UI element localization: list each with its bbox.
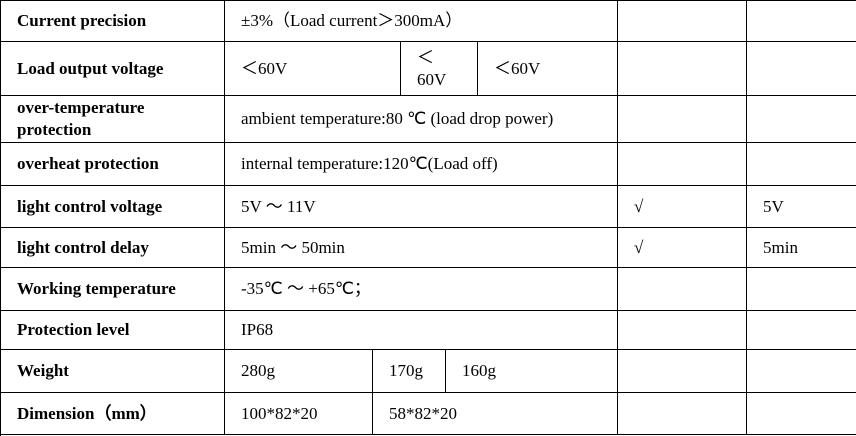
value-cell: √ <box>618 228 747 268</box>
value-cell-text: ±3%（Load current＞300mA） <box>241 11 463 30</box>
empty-cell <box>747 350 856 393</box>
empty-cell <box>618 311 747 350</box>
row-label: Protection level <box>1 311 225 350</box>
value-cell-text: ＜60V <box>241 58 288 78</box>
value-cell-text: 170g <box>389 361 423 380</box>
value-cell-text: 280g <box>241 361 275 380</box>
row-label-text: Protection level <box>17 320 130 339</box>
row-label: over-temperature protection <box>1 96 225 143</box>
value-cell: IP68 <box>225 311 618 350</box>
value-cell-text: 58*82*20 <box>389 403 457 423</box>
value-cell-text: 5min ～ 50min <box>241 237 345 257</box>
value-cell-text: ＜ 60V <box>417 47 447 89</box>
empty-cell <box>618 143 747 186</box>
value-cell: 100*82*20 <box>225 393 373 435</box>
value-cell-text: 160g <box>462 361 496 380</box>
empty-cell <box>747 96 856 143</box>
value-cell: ±3%（Load current＞300mA） <box>225 1 618 42</box>
row-label: overheat protection <box>1 143 225 186</box>
value-cell-text: 5min <box>763 237 798 257</box>
value-cell: 5min ～ 50min <box>225 228 618 268</box>
empty-cell <box>747 393 856 435</box>
row-label: light control voltage <box>1 186 225 228</box>
empty-cell <box>618 96 747 143</box>
value-cell: 5V <box>747 186 856 228</box>
row-label: light control delay <box>1 228 225 268</box>
row-label-text: Current precision <box>17 11 147 30</box>
value-cell: 5V ～ 11V <box>225 186 618 228</box>
empty-cell <box>747 42 856 96</box>
value-cell-text: 5V <box>763 196 784 216</box>
value-cell: 280g <box>225 350 373 393</box>
row-label: Working temperature <box>1 268 225 311</box>
row-label-text: overheat protection <box>17 154 159 173</box>
value-cell: ＜60V <box>478 42 618 96</box>
value-cell: 170g <box>373 350 446 393</box>
row-label-text: light control voltage <box>17 196 163 216</box>
value-cell-text: IP68 <box>241 320 274 339</box>
empty-cell <box>618 42 747 96</box>
row-label: Dimension（mm） <box>1 393 225 435</box>
value-cell: 58*82*20 <box>373 393 618 435</box>
value-cell-text: √ <box>634 237 644 257</box>
value-cell: ＜60V <box>225 42 401 96</box>
row-label-text: Dimension（mm） <box>17 403 157 423</box>
value-cell: 160g <box>446 350 618 393</box>
empty-cell <box>618 1 747 42</box>
empty-cell <box>747 143 856 186</box>
empty-cell <box>747 268 856 311</box>
value-cell: 5min <box>747 228 856 268</box>
row-label: Weight <box>1 350 225 393</box>
value-cell-text: ＜60V <box>494 58 541 78</box>
value-cell-text: internal temperature:120℃(Load off) <box>241 154 498 173</box>
row-label: Current precision <box>1 1 225 42</box>
value-cell: ＜ 60V <box>401 42 478 96</box>
empty-cell <box>618 350 747 393</box>
row-label-text: Load output voltage <box>17 58 164 78</box>
value-cell: internal temperature:120℃(Load off) <box>225 143 618 186</box>
value-cell-text: -35℃ ～ +65℃； <box>241 279 371 298</box>
empty-cell <box>747 1 856 42</box>
value-cell-text: 100*82*20 <box>241 403 318 423</box>
row-label: Load output voltage <box>1 42 225 96</box>
empty-cell <box>618 268 747 311</box>
row-label-text: Weight <box>17 361 69 380</box>
value-cell: -35℃ ～ +65℃； <box>225 268 618 311</box>
row-label-text: light control delay <box>17 237 149 257</box>
empty-cell <box>747 311 856 350</box>
empty-cell <box>618 393 747 435</box>
row-label-text: over-temperature protection <box>17 98 145 139</box>
value-cell-text: ambient temperature:80 ℃ (load drop powe… <box>241 109 554 128</box>
value-cell-text: √ <box>634 196 644 216</box>
value-cell: √ <box>618 186 747 228</box>
row-label-text: Working temperature <box>17 279 176 298</box>
value-cell-text: 5V ～ 11V <box>241 196 316 216</box>
value-cell: ambient temperature:80 ℃ (load drop powe… <box>225 96 618 143</box>
